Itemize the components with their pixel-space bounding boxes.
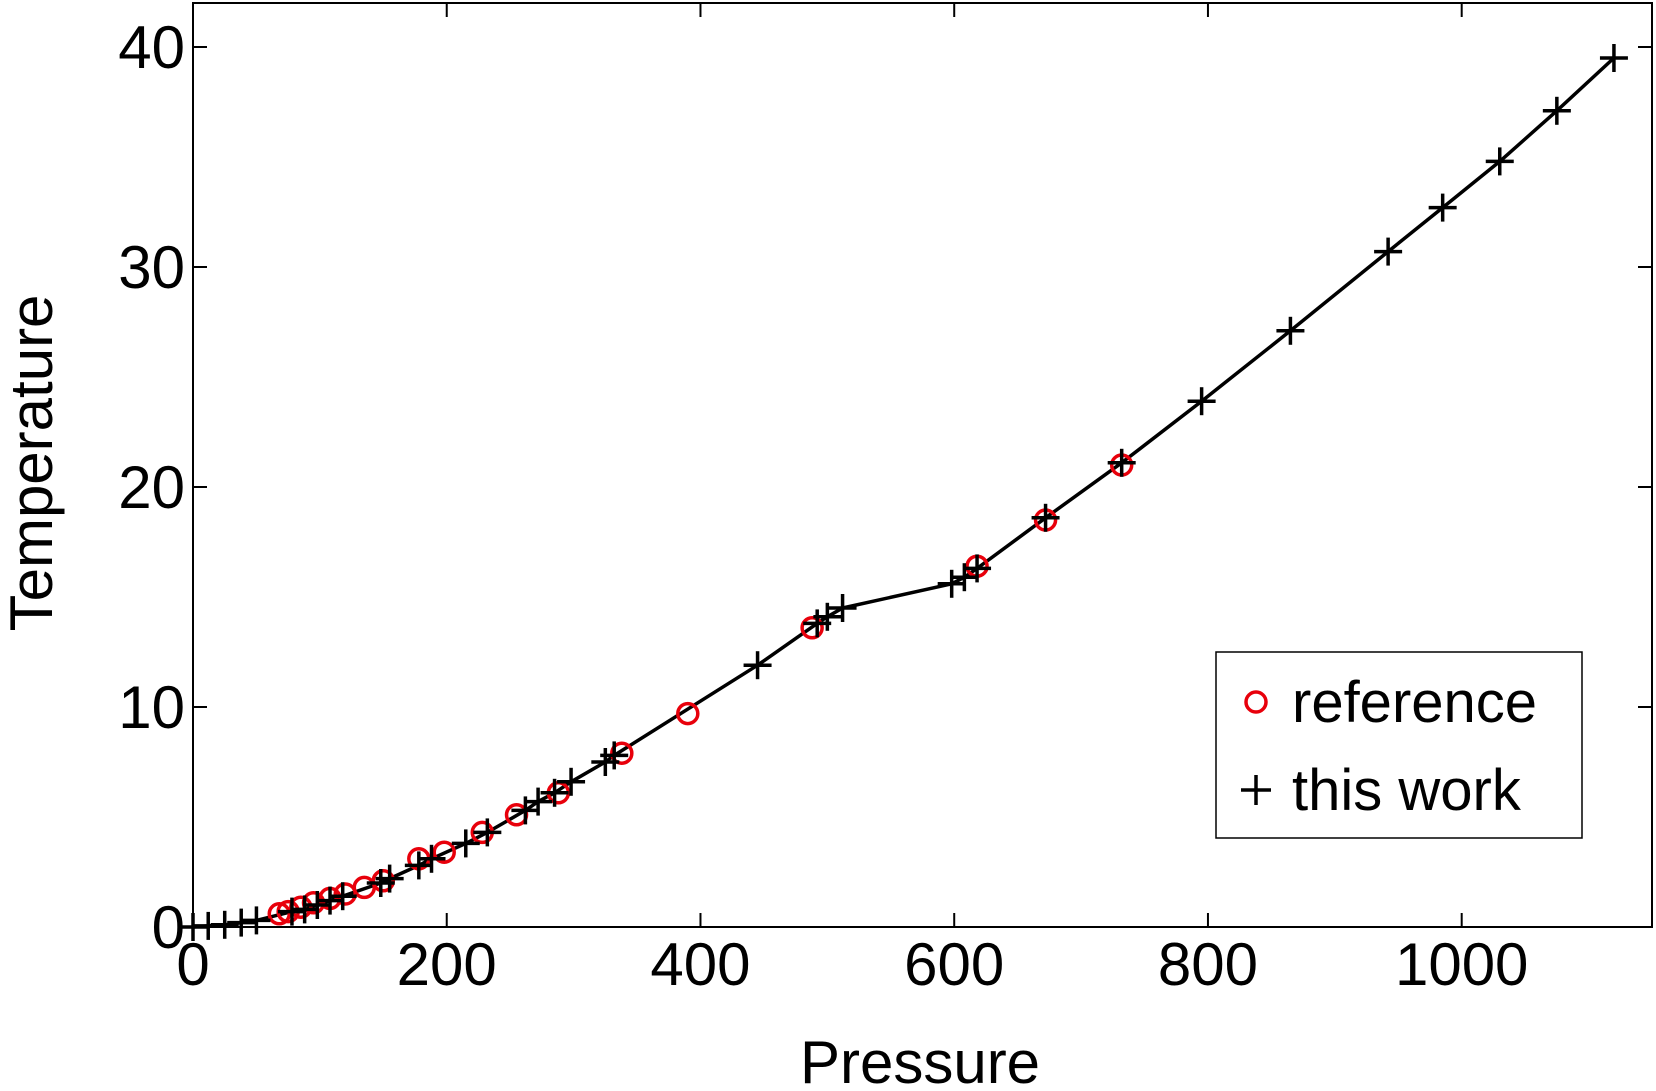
legend-box	[1215, 651, 1583, 839]
this-work-point	[1485, 147, 1514, 176]
this-work-point	[524, 787, 553, 816]
this-work-point	[316, 886, 345, 915]
x-axis-label: Pressure	[800, 1029, 1040, 1091]
legend: reference this work	[1215, 651, 1583, 839]
this-work-point	[375, 864, 404, 893]
x-tick-label: 200	[397, 931, 497, 998]
reference-point	[371, 869, 396, 893]
y-tick-label: 20	[118, 454, 185, 521]
this-work-point	[417, 844, 446, 873]
x-tick-label: 400	[650, 931, 750, 998]
reference-point	[676, 701, 700, 726]
reference-point	[267, 902, 292, 926]
reference-series	[267, 453, 1134, 926]
reference-point	[800, 616, 824, 640]
this-work-point	[1031, 503, 1060, 532]
this-work-point	[451, 829, 480, 858]
this-work-point	[828, 594, 857, 622]
legend-this-work-label: this work	[1292, 758, 1522, 823]
this-work-point	[1542, 96, 1571, 125]
x-tick-label: 600	[904, 931, 1004, 998]
legend-reference-marker	[1244, 690, 1268, 714]
this-work-point	[277, 897, 306, 926]
this-work-point	[813, 602, 842, 631]
x-tick-label: 1000	[1395, 931, 1528, 998]
this-work-point	[210, 910, 239, 939]
this-work-point	[242, 906, 271, 935]
this-work-point	[303, 891, 332, 919]
this-work-point	[404, 851, 433, 880]
reference-point	[432, 840, 456, 864]
this-work-point	[557, 767, 586, 796]
this-work-point	[1428, 193, 1457, 222]
plot-frame	[192, 2, 1653, 928]
this-work-point	[290, 895, 319, 924]
this-work-point	[1599, 44, 1628, 72]
this-work-point	[1187, 387, 1216, 416]
this-work-point	[540, 778, 569, 807]
legend-this-work-marker	[1241, 775, 1271, 805]
this-work-point	[937, 569, 966, 598]
this-work-point	[227, 908, 256, 937]
y-tick-label: 40	[118, 14, 185, 81]
y-tick-label: 30	[118, 234, 185, 301]
this-work-point	[743, 651, 772, 680]
this-work-point	[1374, 237, 1403, 266]
y-axis-label: Temperature	[0, 295, 65, 632]
y-tick-label: 10	[118, 674, 185, 741]
this-work-point	[600, 741, 629, 770]
this-work-point	[1276, 316, 1305, 345]
this-work-point	[328, 882, 357, 911]
reference-point	[610, 741, 634, 765]
x-tick-label: 800	[1158, 931, 1258, 998]
this-work-point	[1107, 448, 1136, 477]
this-work-point	[473, 818, 502, 847]
this-work-series	[179, 44, 1628, 941]
legend-reference-label: reference	[1292, 670, 1537, 735]
x-tick-label: 0	[176, 931, 209, 998]
this-work-point	[963, 554, 992, 583]
